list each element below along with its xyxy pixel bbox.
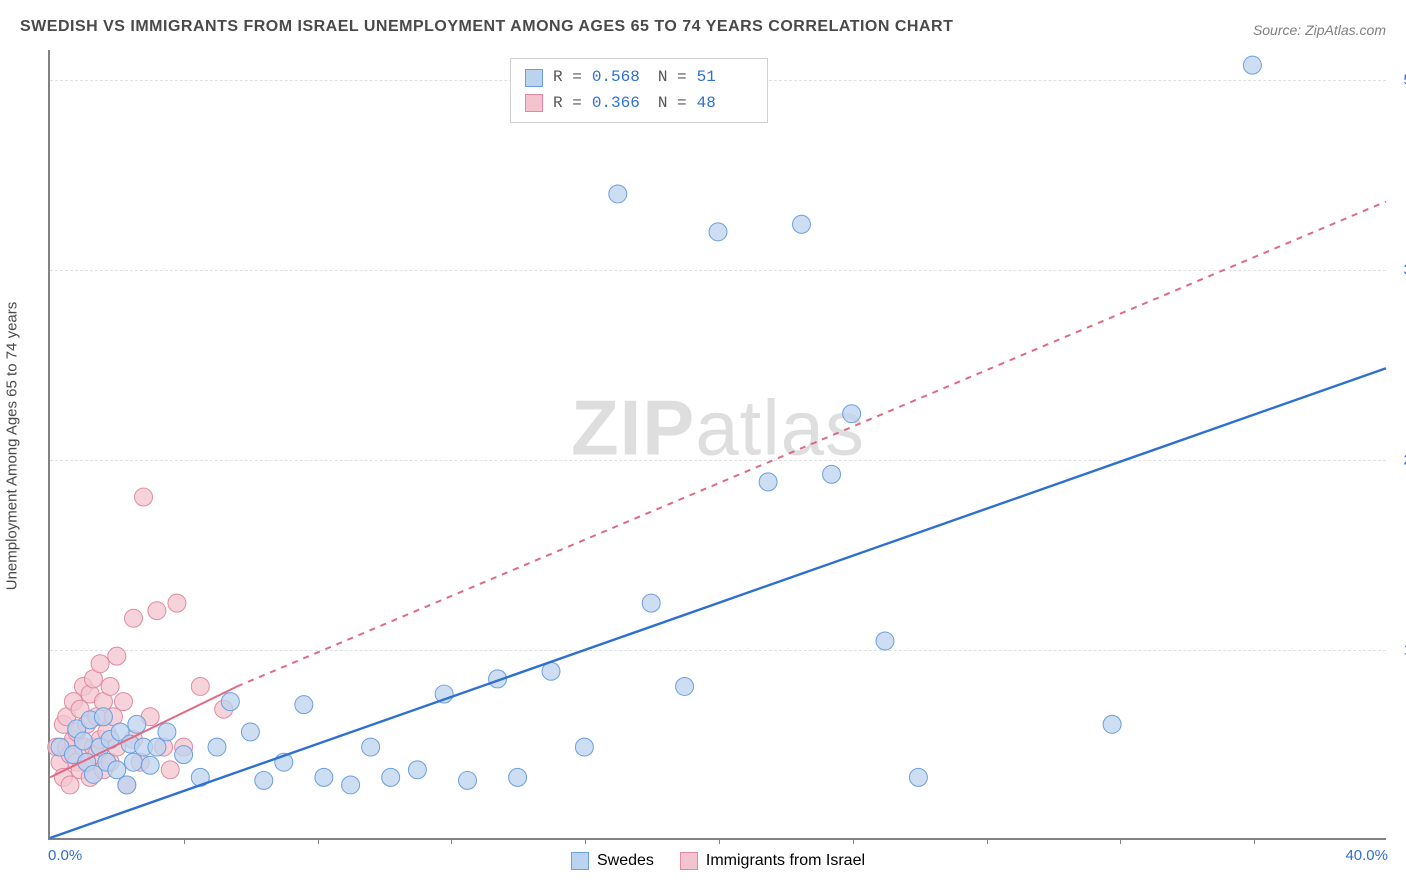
x-max-label: 40.0% <box>1345 847 1388 864</box>
bottom-legend: Swedes Immigrants from Israel <box>571 852 865 870</box>
data-point <box>125 753 143 771</box>
data-point <box>1103 715 1121 733</box>
data-point <box>315 768 333 786</box>
data-point <box>61 776 79 794</box>
r-value-israel: 0.366 <box>592 91 648 117</box>
legend-label-israel: Immigrants from Israel <box>706 852 865 870</box>
data-point <box>208 738 226 756</box>
data-point <box>575 738 593 756</box>
data-point <box>509 768 527 786</box>
data-point <box>876 632 894 650</box>
data-point <box>161 761 179 779</box>
data-point <box>191 677 209 695</box>
data-point <box>823 465 841 483</box>
data-point <box>793 215 811 233</box>
regression-line <box>237 202 1386 687</box>
data-point <box>843 405 861 423</box>
data-point <box>125 609 143 627</box>
source-label: Source: <box>1253 22 1301 38</box>
swatch-israel <box>525 94 543 112</box>
data-point <box>74 732 92 750</box>
data-point <box>295 696 313 714</box>
n-value-israel: 48 <box>697 91 753 117</box>
r-label-israel: R = <box>553 91 582 117</box>
source-attribution: Source: ZipAtlas.com <box>1253 22 1386 38</box>
data-point <box>94 708 112 726</box>
data-point <box>676 677 694 695</box>
chart-title: SWEDISH VS IMMIGRANTS FROM ISRAEL UNEMPL… <box>20 18 953 36</box>
data-point <box>709 223 727 241</box>
source-value: ZipAtlas.com <box>1305 22 1386 38</box>
swatch-swedes <box>525 69 543 87</box>
x-origin-label: 0.0% <box>48 847 82 864</box>
data-point <box>168 594 186 612</box>
n-label-swedes: N = <box>658 65 687 91</box>
r-label-swedes: R = <box>553 65 582 91</box>
data-point <box>459 771 477 789</box>
stats-legend-box: R = 0.568 N = 51 R = 0.366 N = 48 <box>510 58 768 123</box>
data-point <box>241 723 259 741</box>
data-point <box>642 594 660 612</box>
data-point <box>148 602 166 620</box>
data-point <box>1243 56 1261 74</box>
data-point <box>362 738 380 756</box>
data-point <box>221 693 239 711</box>
data-point <box>342 776 360 794</box>
r-value-swedes: 0.568 <box>592 65 648 91</box>
data-point <box>382 768 400 786</box>
legend-item-swedes: Swedes <box>571 852 654 870</box>
data-point <box>175 746 193 764</box>
data-point <box>141 756 159 774</box>
data-point <box>91 655 109 673</box>
data-point <box>148 738 166 756</box>
legend-swatch-swedes <box>571 852 589 870</box>
n-label-israel: N = <box>658 91 687 117</box>
data-point <box>609 185 627 203</box>
regression-line <box>50 368 1386 838</box>
data-point <box>118 776 136 794</box>
plot-area: ZIPatlas 12.5%25.0%37.5%50.0% R = 0.568 … <box>48 50 1386 840</box>
data-point <box>128 715 146 733</box>
data-point <box>759 473 777 491</box>
data-point <box>255 771 273 789</box>
data-point <box>114 693 132 711</box>
data-point <box>108 761 126 779</box>
n-value-swedes: 51 <box>697 65 753 91</box>
data-point <box>408 761 426 779</box>
correlation-chart: SWEDISH VS IMMIGRANTS FROM ISRAEL UNEMPL… <box>0 0 1406 892</box>
y-axis-label: Unemployment Among Ages 65 to 74 years <box>4 302 21 591</box>
data-point <box>108 647 126 665</box>
stats-row-israel: R = 0.366 N = 48 <box>525 91 753 117</box>
scatter-svg <box>50 50 1386 838</box>
data-point <box>135 488 153 506</box>
data-point <box>101 677 119 695</box>
data-point <box>909 768 927 786</box>
stats-row-swedes: R = 0.568 N = 51 <box>525 65 753 91</box>
data-point <box>158 723 176 741</box>
legend-item-israel: Immigrants from Israel <box>680 852 865 870</box>
legend-label-swedes: Swedes <box>597 852 654 870</box>
legend-swatch-israel <box>680 852 698 870</box>
